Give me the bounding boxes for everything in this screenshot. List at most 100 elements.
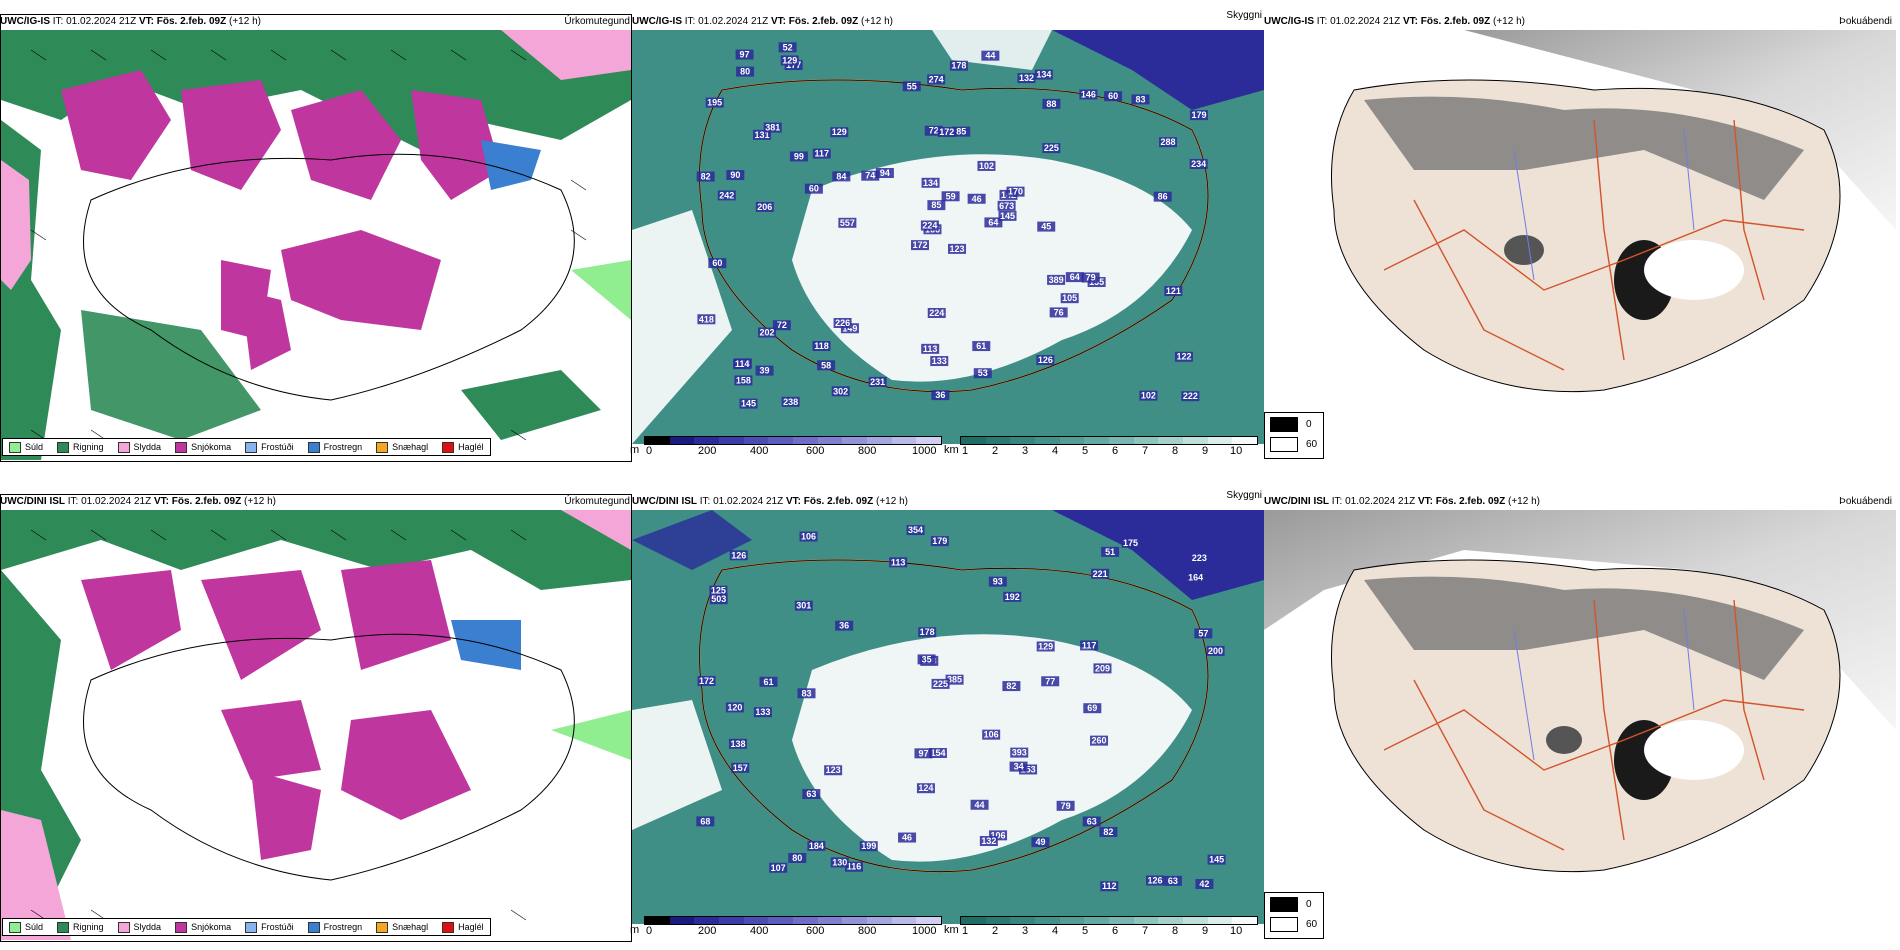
ceiling-value-label: 145: [1209, 855, 1224, 865]
ceiling-value-label: 79: [1086, 273, 1096, 283]
ceiling-value-bg: [755, 201, 774, 212]
ceiling-value-bg: [988, 576, 1007, 587]
ceiling-value-label: 106: [984, 730, 999, 740]
ceiling-value-bg: [830, 127, 849, 138]
ceiling-value-bg: [989, 830, 1008, 841]
ceiling-value-label: 179: [932, 536, 947, 546]
ceiling-value-bg: [725, 702, 744, 713]
ceiling-value-label: 76: [1054, 307, 1064, 317]
colorbar-swatch: [1010, 437, 1036, 444]
ceiling-value-bg: [1206, 645, 1225, 656]
ceiling-value-label: 145: [741, 399, 756, 409]
ceiling-value-bg: [1163, 875, 1182, 886]
ceiling-value-label: 393: [1012, 748, 1027, 758]
ceiling-value-label: 179: [1191, 110, 1206, 120]
ceiling-value-label: 102: [979, 161, 994, 171]
precip-legend: Súld Rigning Slydda Snjókoma Frostúði Fr…: [2, 918, 491, 936]
tick-label: 400: [750, 925, 769, 937]
colorbar-swatch: [1158, 437, 1184, 444]
ceiling-value-bg: [945, 674, 964, 685]
ceiling-value-bg: [1079, 89, 1098, 100]
ceiling-value-label: 64: [988, 217, 998, 227]
colorbar-unit: km: [944, 444, 959, 456]
ceiling-value-bg: [1091, 568, 1110, 579]
ceiling-value-bg: [1104, 91, 1123, 102]
ceiling-ticks: 0 200 400 600 800 1000: [644, 925, 942, 937]
ceiling-value-label: 46: [902, 833, 912, 843]
panel-title: UWC/DINI ISL IT: 01.02.2024 21Z VT: Fös.…: [632, 496, 908, 507]
ceiling-value-label: 138: [730, 739, 745, 749]
ceiling-value-bg: [1090, 735, 1109, 746]
ceiling-value-label: 121: [1166, 286, 1181, 296]
ceiling-value-label: 113: [891, 557, 906, 567]
colorbar-swatch: [793, 917, 818, 924]
legend-item: Haglél: [442, 921, 484, 933]
legend-swatch: [442, 921, 455, 933]
colorbar-swatch: [961, 917, 986, 924]
legend-item: Rigning: [57, 921, 104, 933]
ceiling-value-label: 94: [880, 168, 890, 178]
ceiling-value-label: 63: [1087, 816, 1097, 826]
ceiling-value-label: 79: [1061, 801, 1071, 811]
ceiling-value-label: 178: [920, 627, 935, 637]
ceiling-value-bg: [1082, 816, 1101, 827]
ceiling-value-bg: [696, 816, 715, 827]
colorbar-swatch: [1183, 917, 1208, 924]
ceiling-value-label: 154: [930, 748, 945, 758]
ceiling-value-label: 120: [727, 702, 742, 712]
legend-swatch: [376, 441, 389, 453]
ceiling-visibility-map: 172 179 117 223 125 126 133 192 178 175 385 260 354 5…: [632, 510, 1264, 924]
ceiling-value-bg: [753, 129, 772, 140]
ceiling-value-bg: [1065, 272, 1084, 283]
ceiling-value-label: 125: [711, 586, 726, 596]
ceiling-value-bg: [1139, 390, 1158, 401]
ceiling-value-bg: [998, 210, 1017, 221]
ceiling-value-bg: [1017, 73, 1036, 84]
ceiling-value-label: 85: [931, 200, 941, 210]
colorbar-unit: m: [630, 444, 640, 456]
legend-item: Haglél: [442, 441, 484, 453]
ceiling-value-bg: [927, 200, 946, 211]
ceiling-value-bg: [1083, 703, 1102, 714]
tick-label: 8: [1172, 925, 1179, 937]
ceiling-value-label: 226: [835, 318, 850, 328]
ceiling-value-label: 57: [1198, 628, 1208, 638]
ceiling-value-label: 202: [760, 328, 775, 338]
tick-label: 200: [698, 445, 717, 457]
ceiling-value-bg: [789, 151, 808, 162]
ceiling-value-label: 126: [731, 550, 746, 560]
ceiling-value-bg: [918, 627, 937, 638]
ceiling-value-bg: [733, 359, 752, 370]
ceiling-value-bg: [817, 360, 836, 371]
ceiling-value-label: 503: [711, 594, 726, 604]
ceiling-value-label: 60: [1108, 91, 1118, 101]
ceiling-value-label: 107: [771, 863, 786, 873]
ceiling-value-label: 231: [870, 377, 885, 387]
ceiling-colorbar: m: [630, 436, 942, 456]
ceiling-value-label: 225: [1044, 143, 1059, 153]
ceiling-value-bg: [812, 148, 831, 159]
tick-label: 3: [1022, 445, 1029, 457]
fog-legend: 0 60: [1264, 892, 1324, 939]
ceiling-value-bg: [941, 191, 960, 202]
ceiling-value-bg: [709, 585, 728, 596]
ceiling-value-bg: [859, 841, 878, 852]
colorbar-swatch: [719, 437, 744, 444]
colorbar-swatch: [842, 917, 868, 924]
ceiling-value-label: 74: [865, 171, 875, 181]
ceiling-value-label: 117: [1082, 640, 1097, 650]
colorbar-swatch: [694, 437, 720, 444]
ceiling-value-bg: [979, 836, 998, 847]
tick-label: 7: [1142, 445, 1149, 457]
ceiling-value-bg: [772, 320, 791, 331]
ceiling-value-label: 234: [1191, 159, 1206, 169]
tick-label: 600: [806, 445, 825, 457]
legend-item: Frostúði: [245, 921, 294, 933]
ceiling-value-label: 132: [981, 836, 996, 846]
ceiling-value-label: 192: [1005, 592, 1020, 602]
ceiling-value-label: 673: [999, 201, 1014, 211]
panel-frame: [0, 14, 632, 462]
legend-item: Slydda: [117, 441, 161, 453]
ceiling-value-label: 225: [933, 679, 948, 689]
colorbar-swatch: [1232, 437, 1258, 444]
